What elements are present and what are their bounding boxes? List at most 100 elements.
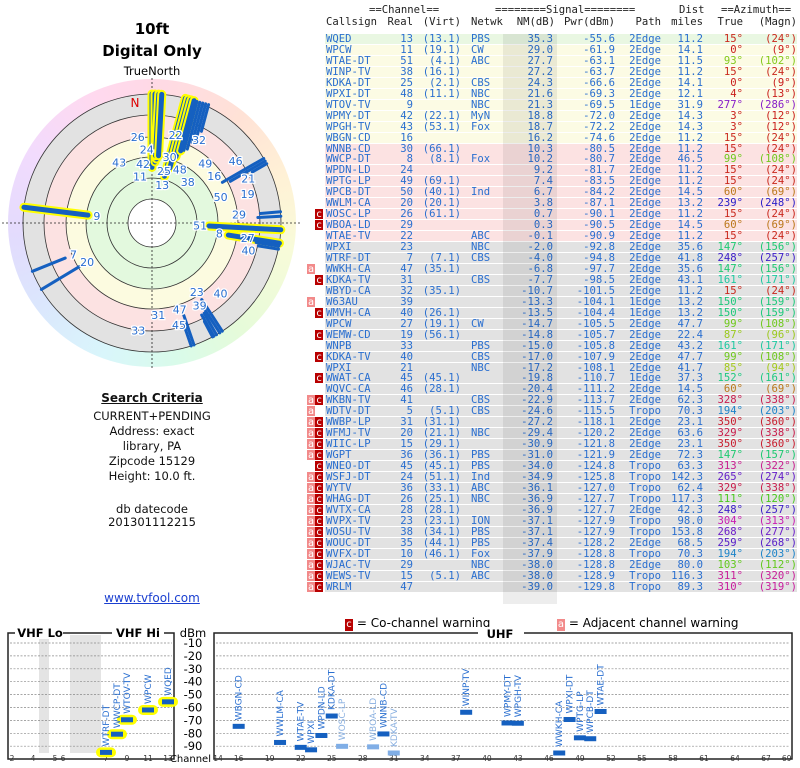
nm-db-cell: 0.3 — [533, 219, 553, 232]
nm-db-cell: -17.2 — [521, 361, 553, 374]
callsign-cell: WMVH-CA — [326, 306, 371, 319]
table-row: a c WSFJ-DT 24 (51.1) Ind -34.9 -125.8 Tropo 142.… — [305, 472, 797, 483]
real-channel-cell: 26 — [400, 208, 413, 221]
real-channel-cell: 29 — [400, 219, 413, 232]
db-datecode-label: db datecode — [116, 502, 188, 516]
nm-db-cell: 3.8 — [533, 197, 553, 210]
spectrum-chart: VHF Lo VHF Hi UHF dBm Channel -10-20-30-… — [7, 626, 793, 765]
callsign-cell: WBGN-CD — [326, 131, 371, 144]
real-channel-cell: 33 — [400, 339, 413, 352]
azimuth-true-cell: 147° — [717, 241, 743, 254]
path-cell: 1Edge — [629, 372, 661, 385]
channel-tick-label: 46 — [544, 754, 554, 763]
real-channel-cell: 48 — [400, 87, 413, 100]
virtual-channel-cell: (25.1) — [422, 492, 461, 505]
search-criteria-title: Search Criteria — [101, 391, 203, 405]
channel-tick-label: 40 — [482, 754, 492, 763]
nm-db-cell: -36.1 — [521, 481, 553, 494]
nm-db-cell: -37.4 — [521, 536, 553, 549]
station-callsign-label: WPCB-DT — [586, 690, 596, 733]
station-signal-bar — [387, 750, 400, 756]
tvfool-link[interactable]: www.tvfool.com — [104, 591, 200, 605]
azimuth-true-cell: 350° — [717, 438, 743, 451]
nm-db-cell: -14.8 — [521, 328, 553, 341]
co-channel-flag: c — [315, 559, 323, 571]
azimuth-true-cell: 15° — [723, 131, 743, 144]
power-dbm-cell: -81.7 — [583, 164, 615, 177]
nm-db-cell: -24.6 — [521, 405, 553, 418]
station-channel-label: 27 — [241, 232, 255, 245]
callsign-header: Callsign — [326, 16, 378, 28]
callsign-cell: WGPT — [326, 449, 352, 462]
adjacent-channel-flag: a — [307, 504, 315, 516]
path-cell: 2Edge — [629, 33, 661, 45]
real-channel-cell: 27 — [400, 317, 413, 330]
table-row: WTAE-DT 51 (4.1) ABC 27.7 -63.1 2Edge 11.5 93° (1… — [305, 54, 797, 67]
table-row: WTOV-TV 9 NBC 21.3 -69.5 1Edge 31.9 277° (286°) — [305, 99, 797, 111]
dbm-tick-label: -50 — [184, 688, 203, 702]
virtual-channel-cell: (45.1) — [422, 372, 461, 385]
distance-miles-cell: 80.0 — [677, 558, 703, 571]
station-signal-bar — [584, 736, 597, 742]
network-cell: NBC — [471, 241, 491, 254]
station-bearing-bar — [156, 91, 165, 159]
real-channel-cell: 19 — [400, 328, 413, 341]
real-channel-cell: 38 — [400, 525, 413, 538]
real-channel-cell: 11 — [400, 43, 413, 56]
distance-miles-cell: 14.3 — [677, 120, 703, 133]
table-row: a c WEWS-TV 15 (5.1) ABC -38.0 -128.9 Tropo 116.3… — [305, 570, 797, 582]
network-cell: CBS — [471, 350, 491, 363]
path-cell: Tropo — [629, 471, 661, 483]
station-callsign-label: WINP-TV — [462, 668, 472, 706]
station-callsign-label: WPGH-TV — [514, 674, 524, 717]
azimuth-true-cell: 93° — [723, 54, 743, 67]
adjacent-channel-flag: a — [307, 559, 315, 571]
table-row: WQVC-CA 46 (28.1) -20.4 -111.2 2Edge 14.5 60° (6… — [305, 383, 797, 396]
channel-tick-label: 61 — [699, 754, 709, 763]
co-channel-flag: c — [315, 461, 323, 473]
power-dbm-cell: -128.8 — [576, 558, 615, 571]
table-row: a c WFMJ-TV 20 (21.1) NBC -29.4 -120.2 2Edge 63.6… — [305, 427, 797, 440]
path-cell: 2Edge — [629, 131, 661, 144]
co-channel-flag: c — [315, 395, 323, 407]
callsign-cell: KDKA-DT — [326, 76, 371, 89]
real-header: Real — [387, 16, 413, 28]
channel-tick-label: 7 — [104, 754, 109, 763]
table-row: a W63AU 39 -13.3 -104.1 1Edge 13.2 150° (159°) — [305, 296, 797, 308]
azimuth-magnetic-cell: (108°) — [758, 153, 797, 166]
azimuth-magnetic-cell: (277°) — [758, 525, 797, 538]
station-channel-label: 11 — [133, 170, 147, 183]
azimuth-magnetic-cell: (338°) — [758, 481, 797, 494]
dbm-tick-label: -40 — [184, 675, 203, 689]
station-callsign-label: WWLM-CA — [276, 689, 286, 736]
azimuth-true-cell: 147° — [717, 262, 743, 275]
path-cell: 2Edge — [629, 317, 661, 330]
path-header: Path — [635, 16, 661, 28]
nm-db-cell: -36.9 — [521, 492, 553, 505]
table-row: a c WHAG-DT 26 (25.1) NBC -36.9 -127.7 Tropo 117.… — [305, 492, 797, 505]
azimuth-magnetic-cell: (157°) — [758, 449, 797, 462]
channel-tick-label: 28 — [358, 754, 368, 763]
virtual-channel-cell: (23.1) — [422, 514, 461, 527]
distance-miles-cell: 14.5 — [677, 383, 703, 396]
virtual-channel-cell: (33.1) — [422, 481, 461, 494]
co-channel-flag: c — [315, 548, 323, 560]
power-dbm-cell: -94.8 — [583, 252, 615, 264]
criteria-line: Address: exact — [109, 424, 195, 438]
azimuth-true-cell: 350° — [717, 416, 743, 429]
power-dbm-cell: -72.2 — [583, 120, 615, 133]
power-dbm-cell: -113.7 — [576, 394, 615, 407]
table-row: WQED 13 (13.1) PBS 35.3 -55.6 2Edge 11.2 15° (24°… — [305, 34, 797, 45]
nm-db-cell: -29.4 — [521, 427, 553, 440]
azimuth-magnetic-cell: (24°) — [765, 284, 797, 297]
station-channel-label: 48 — [173, 164, 187, 177]
network-cell: NBC — [471, 361, 491, 374]
vhf-panel — [7, 632, 175, 760]
station-channel-label: 49 — [198, 157, 212, 170]
real-channel-cell: 46 — [400, 383, 413, 396]
distance-miles-cell: 63.6 — [677, 427, 703, 440]
co-channel-flag: c — [315, 417, 323, 429]
distance-miles-cell: 23.1 — [677, 438, 703, 451]
table-row: WPGH-TV 43 (53.1) Fox 18.7 -72.2 2Edge 14.3 3° (1… — [305, 120, 797, 133]
path-cell: 2Edge — [629, 120, 661, 133]
